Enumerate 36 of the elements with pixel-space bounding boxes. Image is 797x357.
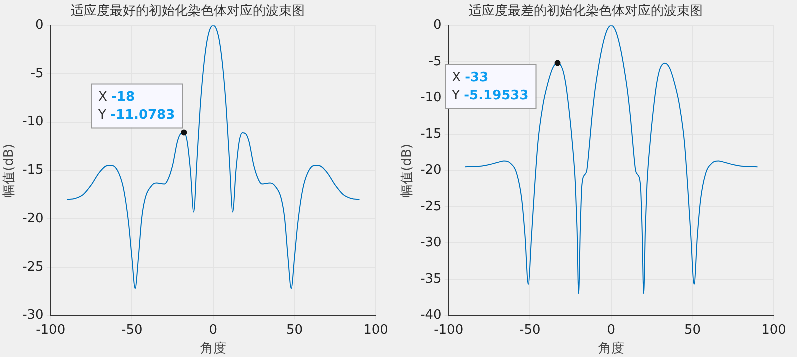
x-tick-label: 0 — [607, 322, 616, 338]
x-tick-label: 50 — [684, 322, 701, 338]
chart-title: 适应度最好的初始化染色体对应的波束图 — [71, 3, 305, 20]
y-tick-label: -35 — [420, 272, 442, 287]
y-tick-label: -25 — [420, 199, 442, 214]
x-tick-label: -50 — [122, 322, 143, 338]
annotation: X -18 Y -11.0783 — [97, 90, 176, 123]
y-axis-title: 幅值(dB) — [400, 144, 416, 198]
y-tick-label: -15 — [420, 126, 442, 142]
x-axis-title: 角度 — [200, 340, 226, 357]
y-tick-label: -20 — [420, 163, 442, 178]
y-axis-title: 幅值(dB) — [2, 144, 18, 198]
y-tick-label: 0 — [36, 18, 44, 33]
y-tick-label: -30 — [420, 236, 442, 251]
line-series — [464, 26, 758, 295]
y-tick-label: -25 — [22, 260, 44, 275]
y-tick-label: -30 — [22, 308, 44, 324]
y-tick-label: -15 — [22, 163, 44, 178]
line-series — [66, 26, 360, 290]
x-tick-label: 100 — [364, 322, 388, 338]
y-tick-label: -5 — [30, 66, 44, 82]
y-tick-label: -20 — [22, 211, 44, 226]
y-tick-label: -10 — [420, 90, 442, 106]
x-tick-label: 100 — [762, 322, 786, 338]
x-tick-label: -100 — [36, 322, 66, 338]
annotation: X -33 Y -5.19533 — [451, 70, 529, 104]
x-tick-label: -100 — [434, 322, 464, 338]
y-tick-label: -10 — [22, 114, 44, 130]
y-tick-label: 0 — [434, 18, 442, 33]
x-tick-label: 0 — [209, 322, 218, 338]
x-tick-label: -50 — [520, 322, 541, 338]
x-tick-label: 50 — [286, 322, 303, 338]
chart-title: 适应度最差的初始化染色体对应的波束图 — [469, 3, 703, 20]
y-tick-label: -40 — [420, 308, 442, 324]
x-axis-title: 角度 — [598, 340, 624, 357]
y-tick-label: -5 — [428, 54, 442, 70]
